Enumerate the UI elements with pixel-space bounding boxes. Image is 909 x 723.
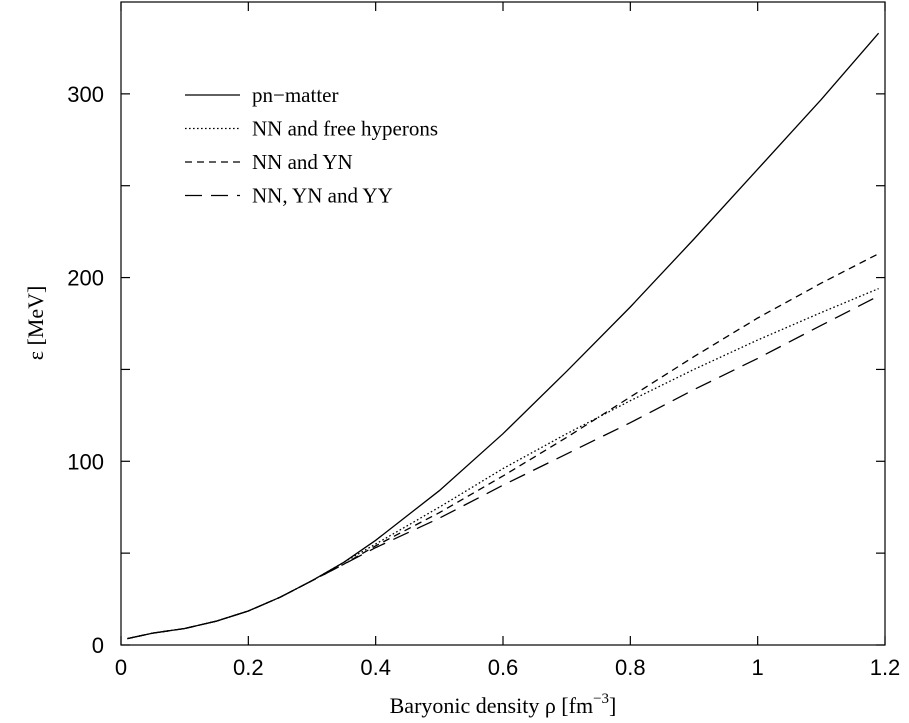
series-line-3 (127, 253, 879, 640)
y-axis-title: ε [MeV] (23, 286, 48, 361)
plot-frame (120, 1, 886, 646)
x-tick-label: 0.4 (360, 655, 391, 680)
x-tick-label: 0.2 (233, 655, 264, 680)
legend-label: NN, YN and YY (252, 184, 393, 208)
axis-ticks: 0 0.2 0.4 0.6 0.8 1 1.2 0 100 200 300 (67, 2, 900, 680)
series-lines (127, 32, 880, 640)
x-tick-label: 1.2 (870, 655, 901, 680)
legend: pn−matter NN and free hyperons NN and YN NN… (185, 83, 438, 208)
legend-label: NN and free hyperons (252, 117, 438, 141)
series-line-4 (127, 295, 879, 640)
x-axis-title-main: Baryonic density ρ [fm (390, 693, 593, 718)
x-axis-title: Baryonic density ρ [fm−3] (390, 691, 617, 718)
legend-label: NN and YN (252, 150, 353, 174)
y-tick-label: 100 (67, 449, 104, 474)
series-line-1 (127, 32, 880, 640)
x-tick-label: 0 (115, 655, 127, 680)
x-tick-label: 1 (752, 655, 764, 680)
y-tick-label: 300 (67, 82, 104, 107)
legend-label: pn−matter (252, 83, 338, 107)
x-tick-label: 0.8 (615, 655, 646, 680)
y-tick-label: 200 (67, 266, 104, 291)
y-tick-label: 0 (92, 633, 104, 658)
x-axis-title-exponent: −3 (593, 691, 609, 707)
series-line-2 (127, 288, 879, 640)
x-axis-title-close: ] (609, 693, 616, 718)
x-tick-label: 0.6 (488, 655, 519, 680)
